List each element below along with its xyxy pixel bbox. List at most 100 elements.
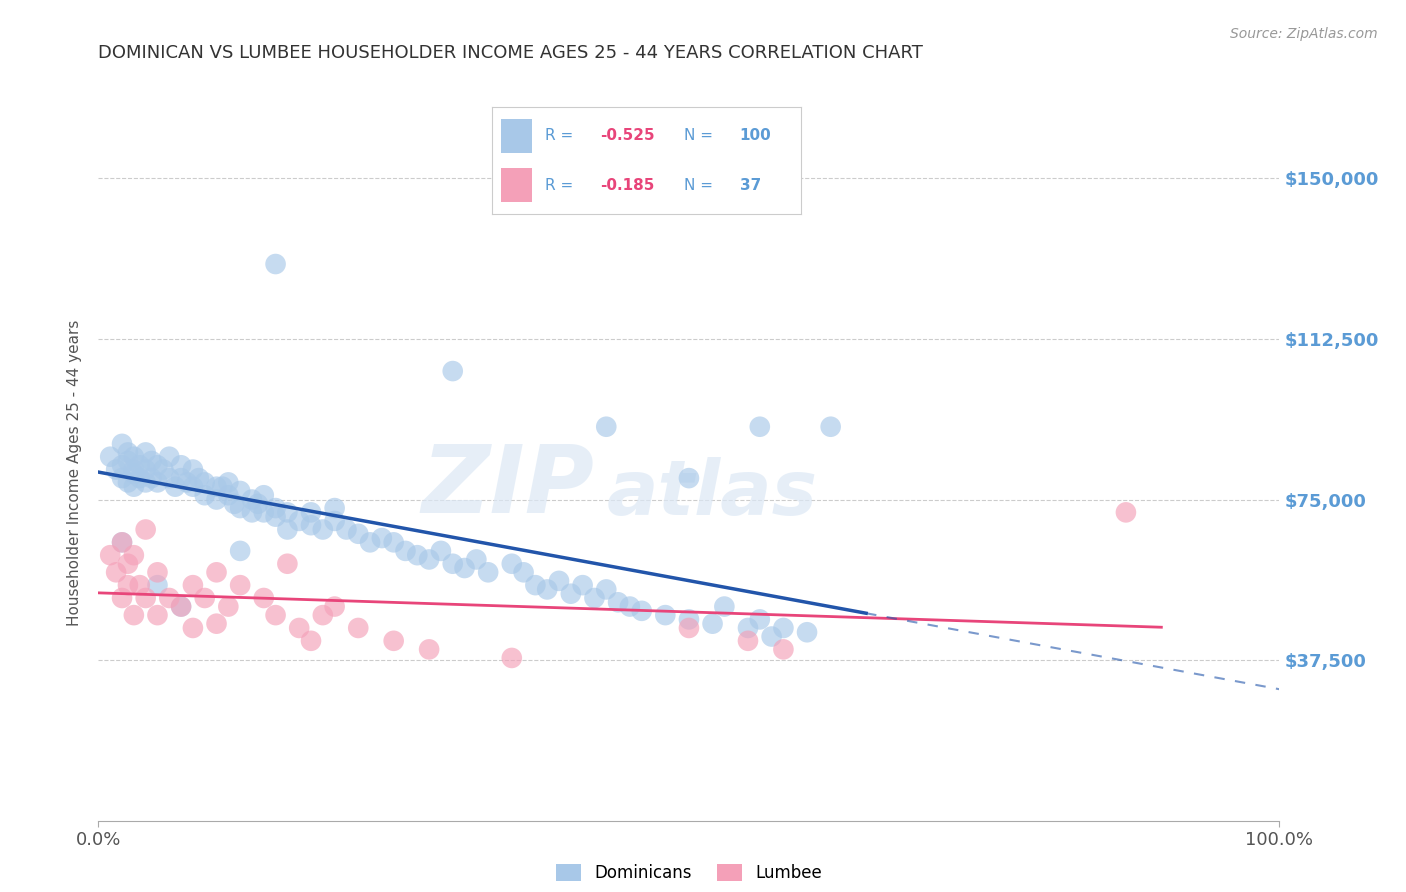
Point	[512, 566, 534, 580]
Point	[135, 591, 157, 605]
Legend: Dominicans, Lumbee: Dominicans, Lumbee	[550, 857, 828, 888]
Point	[571, 578, 593, 592]
Point	[761, 630, 783, 644]
Point	[111, 591, 134, 605]
Point	[347, 526, 370, 541]
Point	[135, 445, 157, 459]
Point	[111, 535, 134, 549]
Point	[323, 599, 346, 614]
Y-axis label: Householder Income Ages 25 - 44 years: Householder Income Ages 25 - 44 years	[67, 319, 83, 626]
Point	[737, 633, 759, 648]
Point	[128, 471, 150, 485]
Text: R =: R =	[544, 128, 578, 144]
Text: N =: N =	[683, 178, 717, 193]
Point	[157, 591, 180, 605]
Point	[359, 535, 381, 549]
Point	[253, 488, 276, 502]
Point	[122, 480, 145, 494]
Point	[607, 595, 630, 609]
Point	[630, 604, 652, 618]
Point	[98, 450, 121, 464]
Text: N =: N =	[683, 128, 717, 144]
Point	[299, 505, 322, 519]
Point	[299, 633, 322, 648]
Point	[170, 599, 193, 614]
FancyBboxPatch shape	[502, 119, 533, 153]
Point	[122, 467, 145, 481]
Point	[382, 633, 405, 648]
Point	[312, 523, 335, 537]
Point	[128, 578, 150, 592]
Point	[772, 642, 794, 657]
Point	[157, 450, 180, 464]
Point	[205, 566, 228, 580]
Point	[406, 548, 429, 562]
Point	[323, 514, 346, 528]
Point	[347, 621, 370, 635]
Point	[117, 445, 139, 459]
Point	[501, 651, 523, 665]
Point	[194, 475, 217, 490]
Point	[205, 480, 228, 494]
Point	[501, 557, 523, 571]
Point	[772, 621, 794, 635]
Point	[170, 599, 193, 614]
Point	[264, 509, 287, 524]
Point	[135, 523, 157, 537]
Point	[117, 578, 139, 592]
Point	[128, 458, 150, 473]
Point	[105, 566, 128, 580]
Point	[418, 552, 440, 566]
Point	[441, 364, 464, 378]
Point	[276, 505, 298, 519]
Point	[157, 471, 180, 485]
Point	[288, 621, 311, 635]
Point	[548, 574, 571, 588]
Point	[135, 462, 157, 476]
Point	[229, 544, 252, 558]
Point	[748, 612, 770, 626]
Point	[264, 501, 287, 516]
Point	[229, 483, 252, 498]
Point	[323, 501, 346, 516]
Point	[217, 488, 239, 502]
Point	[595, 419, 617, 434]
Point	[264, 608, 287, 623]
Point	[194, 591, 217, 605]
Point	[240, 492, 263, 507]
Point	[176, 475, 198, 490]
Text: ZIP: ZIP	[422, 441, 595, 533]
Point	[394, 544, 416, 558]
Point	[371, 531, 394, 545]
Point	[1115, 505, 1137, 519]
Point	[117, 557, 139, 571]
Point	[583, 591, 606, 605]
Point	[441, 557, 464, 571]
Text: R =: R =	[544, 178, 578, 193]
FancyBboxPatch shape	[502, 168, 533, 202]
Point	[146, 608, 169, 623]
Point	[141, 471, 163, 485]
Point	[276, 523, 298, 537]
Text: atlas: atlas	[606, 457, 817, 531]
Point	[211, 480, 233, 494]
Point	[288, 514, 311, 528]
Point	[152, 462, 174, 476]
Point	[299, 518, 322, 533]
Point	[146, 458, 169, 473]
Point	[820, 419, 842, 434]
Point	[111, 535, 134, 549]
Point	[229, 501, 252, 516]
Point	[453, 561, 475, 575]
Point	[524, 578, 547, 592]
Point	[678, 612, 700, 626]
Point	[253, 505, 276, 519]
Point	[98, 548, 121, 562]
Point	[595, 582, 617, 597]
Point	[312, 608, 335, 623]
Point	[240, 505, 263, 519]
Point	[205, 492, 228, 507]
Point	[111, 458, 134, 473]
Point	[335, 523, 357, 537]
Point	[276, 557, 298, 571]
